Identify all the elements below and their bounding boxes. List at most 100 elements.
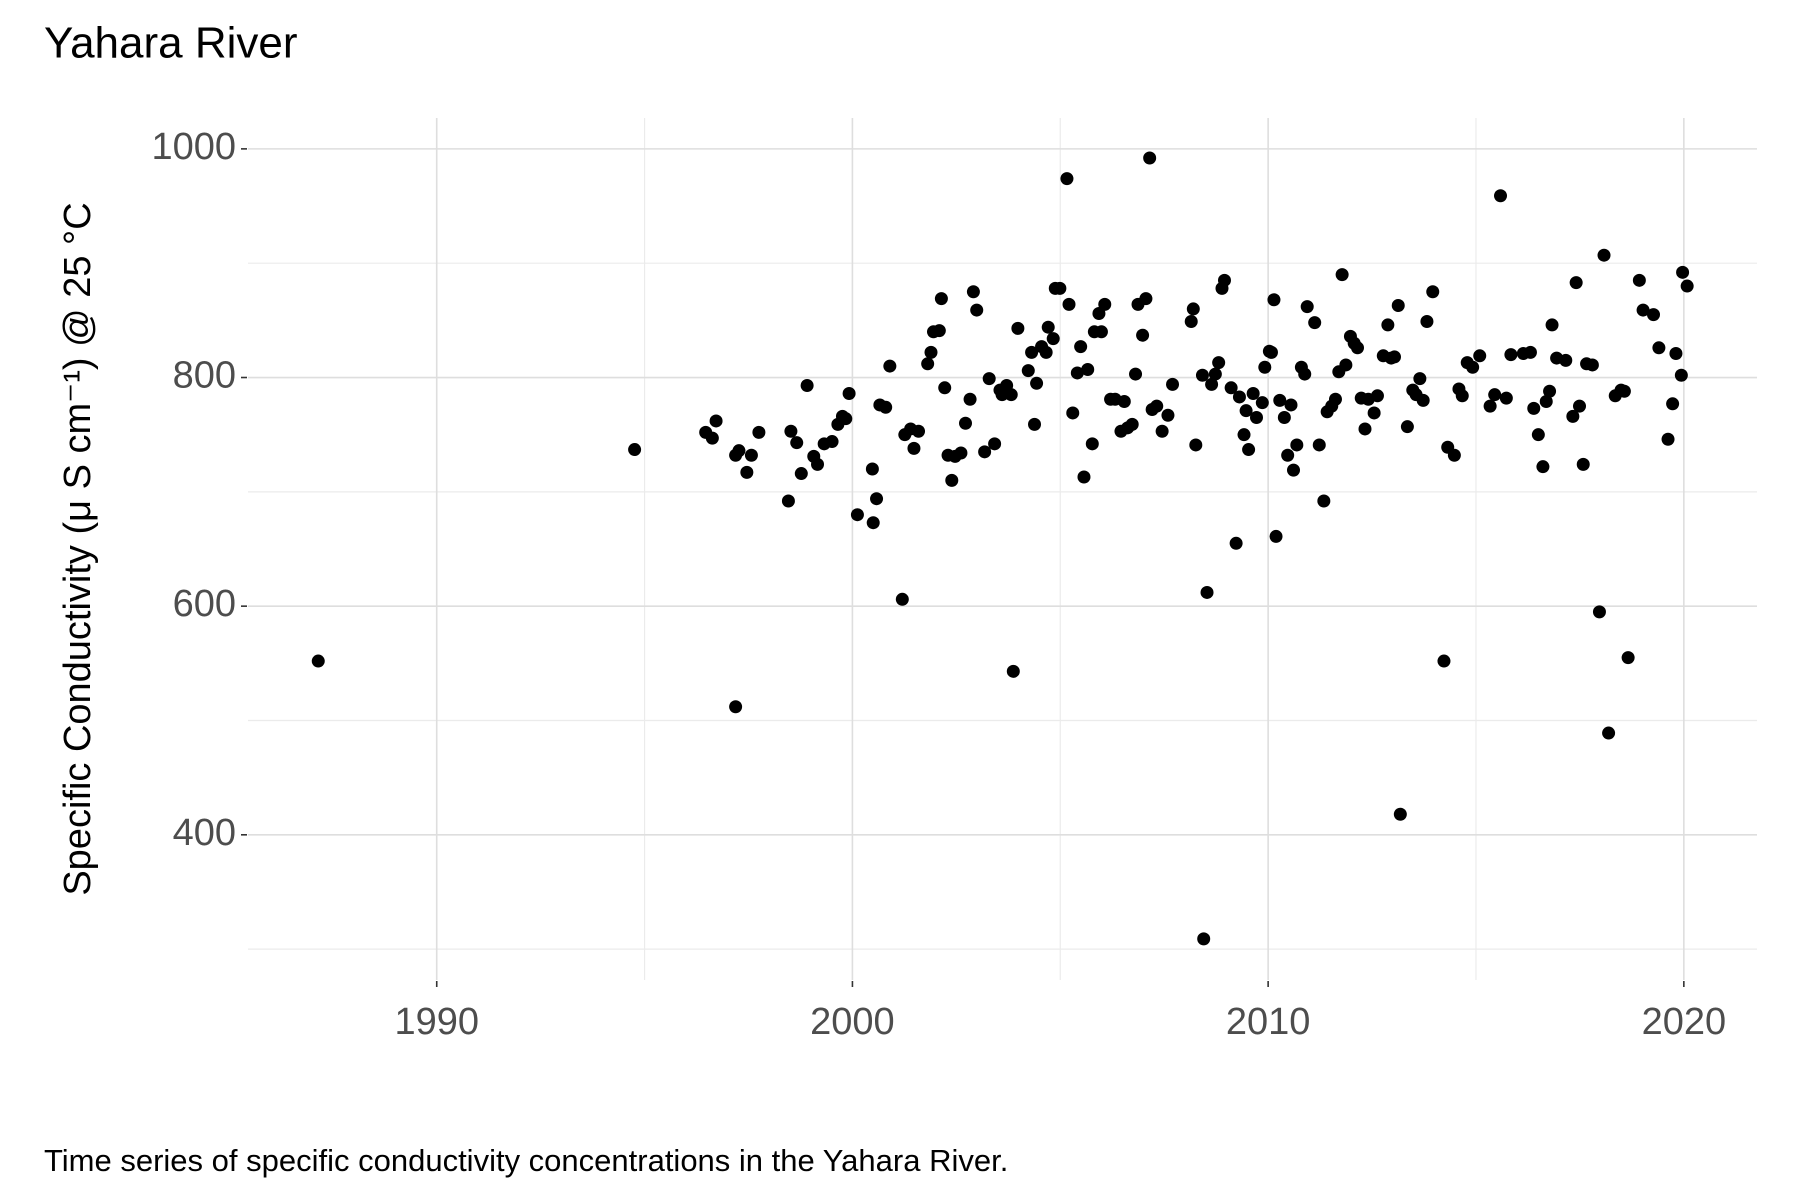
point bbox=[1455, 389, 1469, 403]
point bbox=[1249, 411, 1263, 425]
point bbox=[850, 508, 864, 522]
y-axis-label: Specific Conductivity (μ S cm⁻¹) @ 25 °C bbox=[57, 202, 99, 895]
point bbox=[1391, 298, 1405, 312]
point bbox=[1284, 398, 1298, 412]
point bbox=[1085, 437, 1099, 451]
point bbox=[1602, 726, 1616, 740]
point bbox=[1381, 318, 1395, 332]
point bbox=[1030, 376, 1044, 390]
point bbox=[1426, 285, 1440, 299]
point bbox=[825, 435, 839, 449]
point bbox=[811, 457, 825, 471]
point bbox=[963, 392, 977, 406]
x-tick-label: 2020 bbox=[1642, 1001, 1727, 1043]
point bbox=[1447, 448, 1461, 462]
point bbox=[938, 381, 952, 395]
point bbox=[907, 441, 921, 455]
point bbox=[1646, 308, 1660, 322]
point bbox=[1046, 332, 1060, 346]
point bbox=[794, 467, 808, 481]
point bbox=[311, 654, 325, 668]
point bbox=[1205, 377, 1219, 391]
point bbox=[1543, 384, 1557, 398]
point bbox=[1559, 353, 1573, 367]
point bbox=[1062, 297, 1076, 311]
point bbox=[1264, 345, 1278, 359]
point bbox=[628, 443, 642, 457]
point bbox=[1269, 529, 1283, 543]
point bbox=[1621, 651, 1635, 665]
point bbox=[1300, 300, 1314, 314]
point bbox=[883, 359, 897, 373]
point bbox=[1335, 268, 1349, 282]
point bbox=[1317, 494, 1331, 508]
point bbox=[1617, 384, 1631, 398]
point bbox=[1066, 406, 1080, 420]
point bbox=[1150, 399, 1164, 413]
point bbox=[1224, 381, 1238, 395]
point bbox=[966, 285, 980, 299]
point bbox=[1531, 428, 1545, 442]
point bbox=[1370, 389, 1384, 403]
point bbox=[1420, 314, 1434, 328]
point bbox=[1388, 350, 1402, 364]
point bbox=[895, 592, 909, 606]
point bbox=[970, 303, 984, 317]
point bbox=[1437, 654, 1451, 668]
point bbox=[1212, 356, 1226, 370]
y-tick-label: 400 bbox=[173, 812, 236, 854]
point bbox=[732, 444, 746, 458]
point bbox=[1539, 395, 1553, 409]
point bbox=[1208, 367, 1222, 381]
point bbox=[870, 492, 884, 506]
point bbox=[705, 431, 719, 445]
point bbox=[1488, 388, 1502, 402]
point bbox=[781, 494, 795, 508]
point bbox=[1652, 341, 1666, 355]
y-tick-label: 1000 bbox=[151, 126, 236, 168]
point bbox=[1239, 404, 1253, 418]
point bbox=[1569, 276, 1583, 290]
point bbox=[1545, 318, 1559, 332]
point bbox=[1267, 293, 1281, 307]
point bbox=[1466, 360, 1480, 374]
point bbox=[1576, 457, 1590, 471]
point bbox=[1081, 363, 1095, 377]
point bbox=[1258, 360, 1272, 374]
point bbox=[1242, 443, 1256, 457]
point bbox=[1094, 325, 1108, 339]
point bbox=[839, 412, 853, 426]
point bbox=[1400, 420, 1414, 434]
point bbox=[988, 437, 1002, 451]
point bbox=[1308, 316, 1322, 330]
point bbox=[1273, 393, 1287, 407]
point bbox=[1632, 273, 1646, 287]
point bbox=[1281, 448, 1295, 462]
point bbox=[1298, 367, 1312, 381]
point bbox=[1246, 387, 1260, 401]
point bbox=[921, 357, 935, 371]
point bbox=[959, 416, 973, 430]
point bbox=[1499, 391, 1513, 405]
point bbox=[1504, 348, 1518, 362]
point bbox=[790, 436, 804, 450]
point bbox=[1416, 393, 1430, 407]
point bbox=[709, 414, 723, 428]
point bbox=[1217, 273, 1231, 287]
point bbox=[1339, 358, 1353, 372]
point bbox=[1237, 428, 1251, 442]
point bbox=[1125, 417, 1139, 431]
point bbox=[1025, 345, 1039, 359]
point bbox=[1255, 396, 1269, 410]
point bbox=[865, 462, 879, 476]
point bbox=[1669, 347, 1683, 361]
y-tick-label: 800 bbox=[173, 355, 236, 397]
point bbox=[1277, 411, 1291, 425]
point bbox=[982, 372, 996, 386]
chart-title: Yahara River bbox=[44, 19, 298, 68]
point bbox=[842, 387, 856, 401]
point bbox=[1039, 345, 1053, 359]
point bbox=[800, 379, 814, 393]
